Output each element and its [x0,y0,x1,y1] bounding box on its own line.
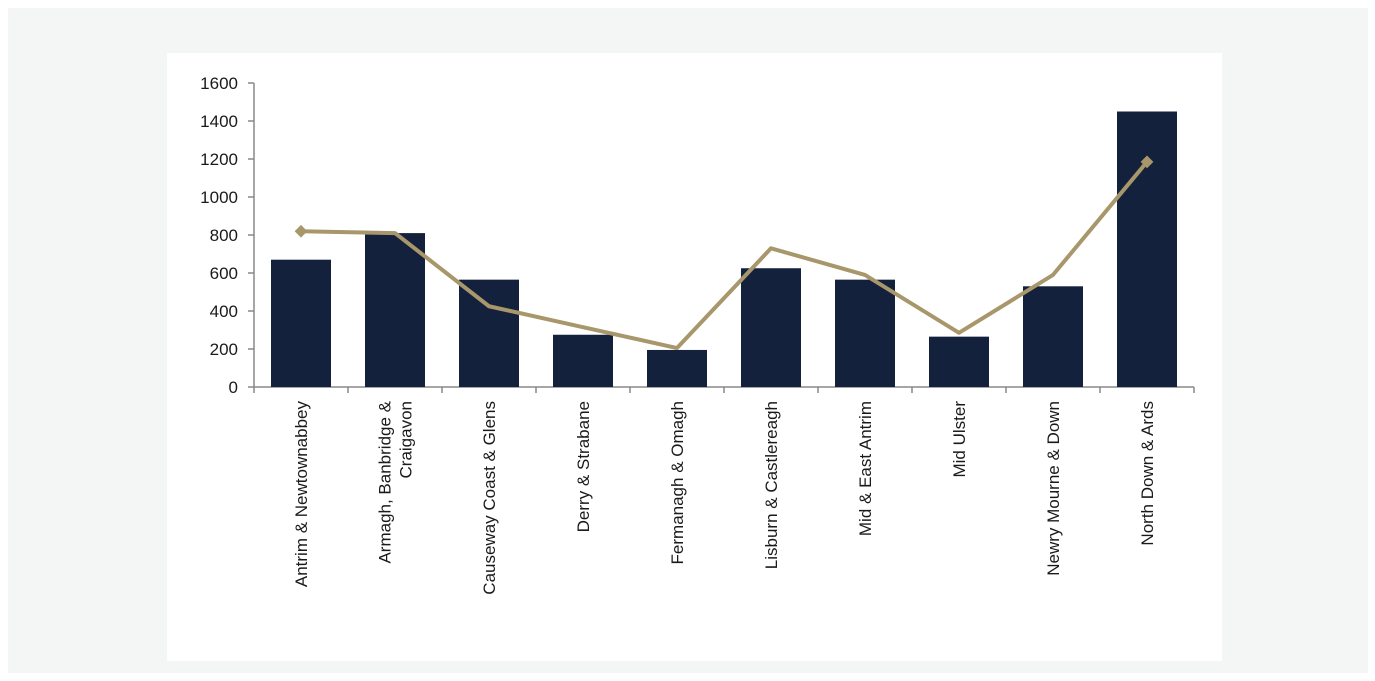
bar [459,279,519,387]
x-category-label: Causeway Coast & Glens [480,401,499,595]
y-tick-label: 1600 [200,74,238,93]
bar [1117,111,1177,387]
y-tick-label: 1400 [200,112,238,131]
x-category-label: North Down & Ards [1138,401,1157,546]
bar [929,336,989,387]
bar [647,349,707,387]
bar [741,268,801,387]
bar [365,233,425,387]
bar [1023,286,1083,387]
line-point-marker [294,224,308,238]
x-category-label: Armagh, Banbridge & [376,400,395,563]
bar [835,279,895,387]
combo-chart: 0 200 400 600 800 1000 1200 1400 1600 Antrim & Ne… [200,74,1195,595]
x-category-label: Craigavon [397,401,416,479]
x-category-label: Mid Ulster [950,401,969,478]
y-tick-label: 400 [210,302,238,321]
y-tick-label: 0 [229,378,238,397]
y-tick-label: 1200 [200,150,238,169]
line-series [299,159,1149,351]
y-tick-label: 1000 [200,188,238,207]
x-category-label: Mid & East Antrim [856,401,875,536]
content-panel: 0 200 400 600 800 1000 1200 1400 1600 Antrim & Ne… [8,8,1368,673]
x-category-label: Lisburn & Castlereagh [762,401,781,569]
bar [271,259,331,387]
x-category-label: Antrim & Newtownabbey [292,401,311,588]
y-tick-label: 200 [210,340,238,359]
x-category-label: Newry Mourne & Down [1044,401,1063,576]
x-category-label: Derry & Strabane [574,401,593,532]
chart-card: 0 200 400 600 800 1000 1200 1400 1600 Antrim & Ne… [167,53,1222,661]
y-tick-label: 800 [210,226,238,245]
y-tick-label: 600 [210,264,238,283]
bar [553,334,613,387]
x-category-label: Fermanagh & Omagh [668,401,687,564]
